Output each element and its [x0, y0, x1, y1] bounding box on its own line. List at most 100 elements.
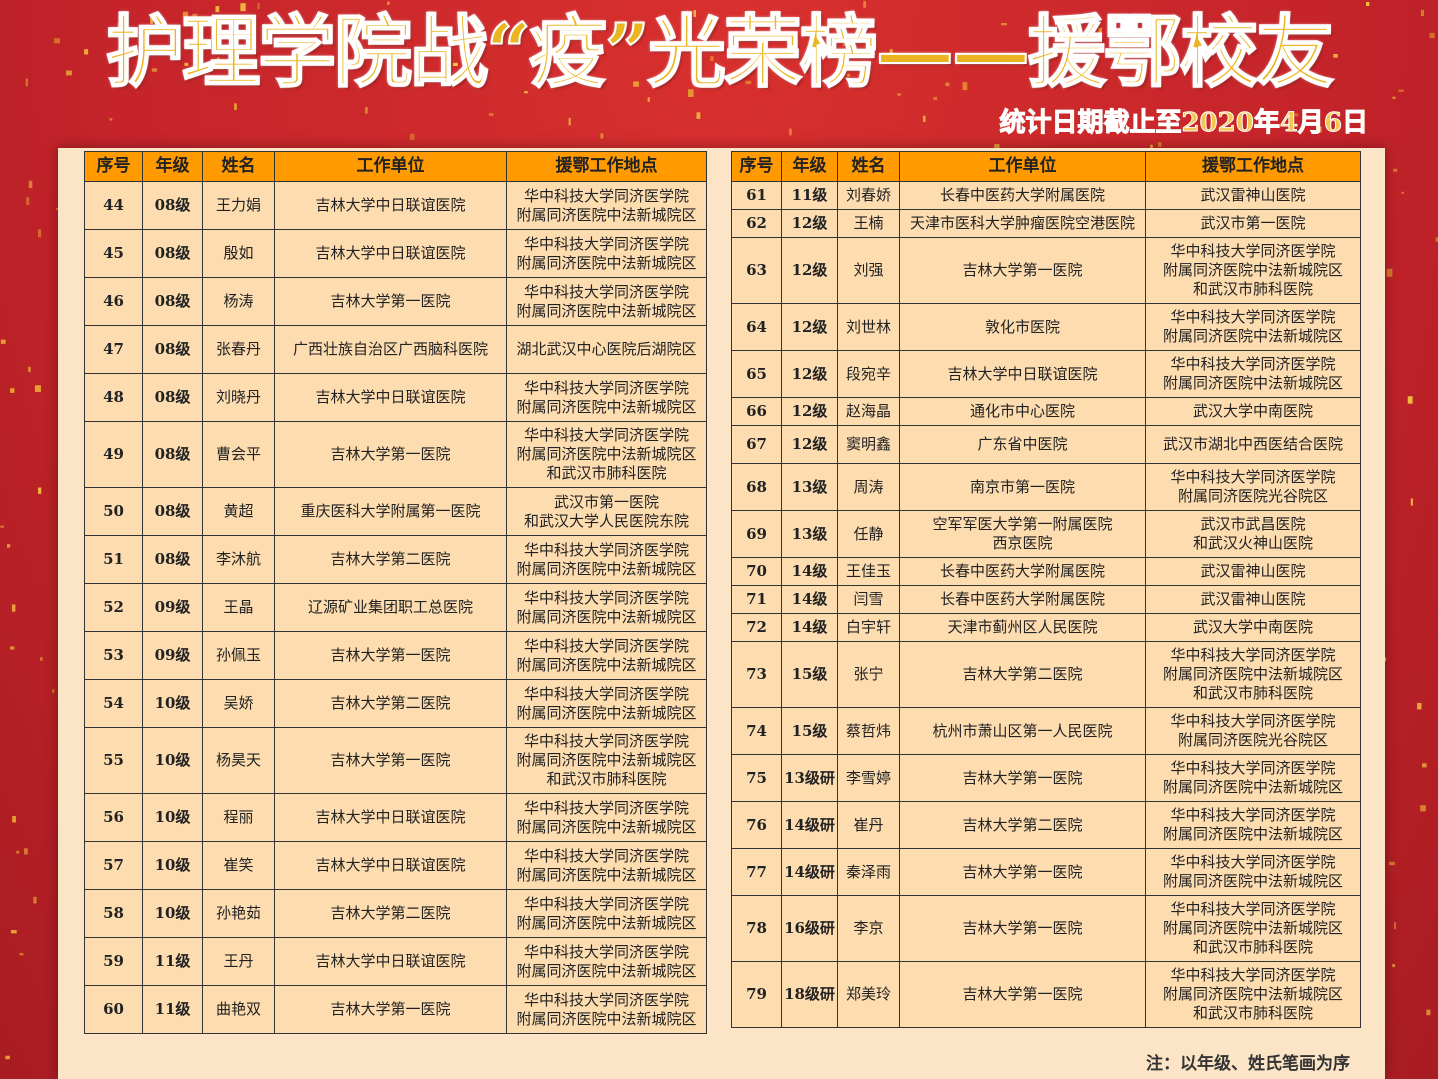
confetti-piece [26, 197, 30, 206]
confetti-piece [1426, 1009, 1431, 1016]
cell-index: 79 [731, 961, 782, 1028]
confetti-piece [365, 106, 368, 114]
table-row: 57 10级 崔笑 吉林大学中日联谊医院 华中科技大学同济医学院 附属同济医院中法新城院… [84, 841, 707, 890]
table-row: 74 15级 蔡哲炜 杭州市萧山区第一人民医院 华中科技大学同济医学院 附属同济医院光谷… [731, 707, 1361, 755]
confetti-piece [10, 930, 17, 934]
confetti-piece [16, 850, 20, 854]
cell-grade: 08级 [142, 229, 203, 278]
confetti-piece [10, 388, 15, 393]
confetti-piece [33, 896, 37, 904]
confetti-piece [387, 1, 390, 5]
cell-unit: 天津市医科大学肿瘤医院空港医院 [899, 209, 1146, 238]
cell-index: 44 [84, 181, 143, 230]
cell-unit: 吉林大学中日联谊医院 [274, 229, 507, 278]
cell-grade: 09级 [142, 631, 203, 680]
cell-index: 60 [84, 985, 143, 1034]
table-row: 70 14级 王佳玉 长春中医药大学附属医院 武汉雷神山医院 [731, 557, 1361, 586]
table-row: 56 10级 程丽 吉林大学中日联谊医院 华中科技大学同济医学院 附属同济医院中法新城院… [84, 793, 707, 842]
cell-grade: 14级 [781, 613, 838, 642]
cell-name: 张春丹 [202, 325, 275, 374]
cell-name: 李雪婷 [837, 754, 900, 802]
cell-unit: 长春中医药大学附属医院 [899, 181, 1146, 210]
cell-grade: 14级研 [781, 848, 838, 896]
cell-index: 67 [731, 425, 782, 464]
confetti-piece [0, 339, 6, 344]
cell-index: 48 [84, 373, 143, 422]
cell-index: 65 [731, 350, 782, 398]
table-row: 64 12级 刘世林 敦化市医院 华中科技大学同济医学院 附属同济医院中法新城院区 [731, 303, 1361, 351]
cell-index: 54 [84, 679, 143, 728]
cell-index: 70 [731, 557, 782, 586]
table-header: 序号 年级 姓名 工作单位 援鄂工作地点 [731, 151, 1361, 182]
cell-location: 华中科技大学同济医学院 附属同济医院中法新城院区 [506, 181, 707, 230]
cell-location: 华中科技大学同济医学院 附属同济医院中法新城院区 [1145, 801, 1361, 849]
cell-grade: 08级 [142, 421, 203, 488]
confetti-piece [5, 1055, 10, 1060]
cell-unit: 吉林大学第一医院 [899, 237, 1146, 304]
cell-unit: 吉林大学中日联谊医院 [274, 937, 507, 986]
cell-grade: 14级研 [781, 801, 838, 849]
cell-grade: 11级 [142, 985, 203, 1034]
confetti-piece [1417, 702, 1422, 710]
cell-location: 华中科技大学同济医学院 附属同济医院中法新城院区 [506, 841, 707, 890]
cell-name: 蔡哲炜 [837, 707, 900, 755]
cell-grade: 08级 [142, 181, 203, 230]
table-row: 76 14级研 崔丹 吉林大学第二医院 华中科技大学同济医学院 附属同济医院中法新城院区 [731, 801, 1361, 849]
cell-name: 闫雪 [837, 585, 900, 614]
cell-grade: 08级 [142, 277, 203, 326]
cell-name: 杨昊天 [202, 727, 275, 794]
cell-unit: 敦化市医院 [899, 303, 1146, 351]
cell-name: 李京 [837, 895, 900, 962]
cell-unit: 空军军医大学第一附属医院 西京医院 [899, 510, 1146, 558]
confetti-piece [568, 117, 571, 126]
cell-index: 75 [731, 754, 782, 802]
table-row: 65 12级 段宛辛 吉林大学中日联谊医院 华中科技大学同济医学院 附属同济医院中法新城… [731, 350, 1361, 398]
table-row: 78 16级研 李京 吉林大学第一医院 华中科技大学同济医学院 附属同济医院中法新城院区… [731, 895, 1361, 962]
table-row: 69 13级 任静 空军军医大学第一附属医院 西京医院 武汉市武昌医院 和武汉火神山医院 [731, 510, 1361, 558]
cell-grade: 08级 [142, 325, 203, 374]
table-row: 55 10级 杨昊天 吉林大学第一医院 华中科技大学同济医学院 附属同济医院中法新城院区… [84, 727, 707, 794]
cell-name: 段宛辛 [837, 350, 900, 398]
cell-grade: 13级 [781, 463, 838, 511]
cell-location: 华中科技大学同济医学院 附属同济医院中法新城院区 和武汉市肺科医院 [1145, 237, 1361, 304]
cell-unit: 通化市中心医院 [899, 397, 1146, 426]
confetti-piece [409, 133, 415, 140]
confetti-piece [1389, 861, 1395, 866]
table-row: 79 18级研 郑美玲 吉林大学第一医院 华中科技大学同济医学院 附属同济医院中法新城院… [731, 961, 1361, 1028]
cell-unit: 长春中医药大学附属医院 [899, 557, 1146, 586]
confetti-piece [1401, 191, 1405, 194]
cell-name: 黄超 [202, 487, 275, 536]
cell-location: 华中科技大学同济医学院 附属同济医院光谷院区 [1145, 707, 1361, 755]
confetti-piece [1393, 168, 1398, 172]
cell-unit: 吉林大学第一医院 [899, 895, 1146, 962]
confetti-piece [40, 657, 43, 661]
cell-name: 刘强 [837, 237, 900, 304]
cell-grade: 11级 [781, 181, 838, 210]
cell-index: 74 [731, 707, 782, 755]
confetti-piece [1410, 498, 1413, 506]
cell-unit: 杭州市萧山区第一人民医院 [899, 707, 1146, 755]
cell-unit: 吉林大学第一医院 [899, 848, 1146, 896]
cell-name: 程丽 [202, 793, 275, 842]
cell-location: 华中科技大学同济医学院 附属同济医院中法新城院区 [506, 679, 707, 728]
confetti-piece [109, 118, 113, 121]
cell-location: 武汉雷神山医院 [1145, 181, 1361, 210]
cell-name: 刘晓丹 [202, 373, 275, 422]
cell-index: 61 [731, 181, 782, 210]
cell-index: 72 [731, 613, 782, 642]
table-row: 52 09级 王晶 辽源矿业集团职工总医院 华中科技大学同济医学院 附属同济医院中法新城… [84, 583, 707, 632]
confetti-piece [1157, 142, 1162, 147]
confetti-piece [1420, 805, 1426, 812]
cell-unit: 吉林大学第一医院 [899, 754, 1146, 802]
cell-index: 45 [84, 229, 143, 278]
confetti-piece [34, 385, 41, 392]
confetti-piece [696, 112, 701, 119]
cell-grade: 11级 [142, 937, 203, 986]
cell-grade: 10级 [142, 793, 203, 842]
cell-index: 63 [731, 237, 782, 304]
table-row: 61 11级 刘春娇 长春中医药大学附属医院 武汉雷神山医院 [731, 181, 1361, 210]
cell-unit: 天津市蓟州区人民医院 [899, 613, 1146, 642]
statistics-date: 统计日期截止至2020年4月6日 [999, 108, 1369, 139]
cell-grade: 12级 [781, 209, 838, 238]
table-row: 60 11级 曲艳双 吉林大学第一医院 华中科技大学同济医学院 附属同济医院中法新城院区 [84, 985, 707, 1034]
